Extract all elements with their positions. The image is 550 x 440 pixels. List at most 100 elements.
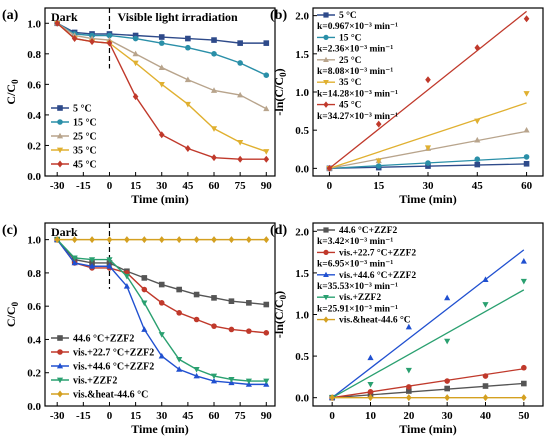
legend: 5 °Ck=0.967×10⁻³ min⁻¹15 °C k=2.36×10⁻³ m… [317, 10, 398, 122]
series-1 [329, 364, 527, 401]
data-point [132, 93, 139, 101]
legend-marker [57, 160, 63, 168]
x-tick-label: 15 [130, 180, 142, 192]
data-point [406, 384, 412, 390]
data-point [237, 155, 243, 163]
y-tick-label: 1.0 [295, 87, 309, 99]
data-point [424, 145, 432, 151]
rate-constant-label: k=6.95×10⁻³ min⁻¹ [317, 260, 393, 270]
fit-line [331, 249, 525, 399]
y-axis-title-main: -ln(C/C [272, 299, 286, 338]
x-tick-label: 40 [480, 410, 492, 422]
data-point [211, 236, 217, 244]
data-point [193, 236, 200, 244]
y-tick-label: 1.5 [295, 268, 309, 280]
panel-letter: (a) [2, 8, 19, 23]
data-point [158, 40, 165, 46]
data-point [474, 44, 481, 52]
data-point [523, 15, 530, 23]
data-point [176, 236, 182, 244]
x-tick-label: 60 [209, 180, 221, 192]
y-tick-label: 0.0 [27, 171, 41, 183]
x-axis-title: Time (min) [131, 422, 188, 436]
legend-marker [57, 349, 63, 355]
data-point [176, 357, 183, 363]
data-point [193, 316, 200, 323]
data-point [71, 236, 78, 244]
data-point [132, 50, 139, 57]
data-point [246, 236, 252, 244]
y-axis-title-sub: 0 [10, 301, 20, 306]
fit-line [329, 10, 527, 169]
x-tick-label: 50 [518, 410, 530, 422]
fit-line [329, 102, 527, 169]
series-4 [54, 236, 270, 244]
rate-constant-label: k=14.28×10⁻³ min⁻¹ [317, 89, 398, 99]
data-point [211, 154, 217, 162]
data-point [263, 330, 270, 336]
y-tick-label: 0.0 [295, 393, 309, 405]
data-point [367, 381, 374, 388]
data-point [193, 372, 200, 379]
data-point [89, 260, 95, 266]
data-point [141, 300, 148, 307]
panel-letter: (c) [2, 223, 18, 238]
data-point [123, 273, 130, 280]
panel-a: -30 -15 0 15 30 45 60 75 90 0.0 0.2 0.4 0.6 0.8 1.0 Tim… [2, 7, 276, 206]
data-point [523, 154, 530, 160]
data-point [106, 32, 113, 39]
data-point [482, 383, 489, 389]
y-tick-label: 0.8 [27, 49, 41, 61]
x-tick-label: -15 [76, 180, 91, 192]
y-tick-label: 0.5 [295, 125, 309, 137]
rate-constant-label: k=8.08×10⁻³ min⁻¹ [317, 67, 393, 77]
data-point [158, 81, 165, 88]
data-point [521, 380, 527, 387]
y-tick-label: 2.0 [295, 226, 309, 238]
series-4 [54, 19, 270, 163]
data-point [482, 276, 489, 282]
data-point [106, 260, 113, 266]
data-point [106, 39, 113, 47]
x-tick-label: 60 [209, 410, 221, 422]
data-point [106, 257, 113, 263]
data-point [211, 37, 217, 43]
legend-marker [56, 147, 64, 154]
x-axis-title: Time (min) [399, 422, 456, 436]
data-point [132, 32, 139, 39]
data-point [367, 354, 374, 361]
series-line [56, 22, 267, 76]
series-line [56, 239, 267, 382]
rate-constant-label: k=25.91×10⁻³ min⁻¹ [317, 304, 398, 314]
x-tick-label: 15 [130, 410, 142, 422]
data-point [482, 394, 489, 402]
legend-marker [56, 362, 64, 369]
plot-frame [44, 7, 276, 177]
data-point [482, 302, 489, 308]
x-tick-label: 15 [373, 180, 385, 192]
data-point [425, 160, 431, 166]
y-axis-title: C/C0 [4, 301, 20, 327]
legend-label: vis.+44.6 °C+ZZF2 [73, 362, 154, 373]
x-tick-label: 30 [156, 410, 168, 422]
data-point [106, 236, 113, 244]
series-0 [54, 236, 270, 308]
data-point [263, 236, 270, 244]
y-tick-label: 1.0 [295, 310, 309, 322]
y-tick-label: 1.0 [27, 235, 41, 247]
data-point [520, 258, 527, 264]
panel-c: -30 -15 0 15 30 45 60 75 90 0.0 0.2 0.4 0.6 0.8 1.0 Tim… [2, 222, 276, 436]
legend-label: vis.+ZZF2 [339, 293, 381, 303]
y-axis-title-sub: 0 [10, 79, 20, 84]
series-line [56, 22, 267, 160]
data-point [176, 286, 182, 293]
legend-label: vis.+ZZF2 [73, 376, 117, 387]
data-point [444, 385, 450, 392]
data-point [375, 163, 382, 169]
data-point [123, 282, 130, 289]
data-point [158, 300, 165, 306]
x-tick-label: 20 [403, 410, 415, 422]
y-tick-label: 0.2 [27, 368, 41, 380]
